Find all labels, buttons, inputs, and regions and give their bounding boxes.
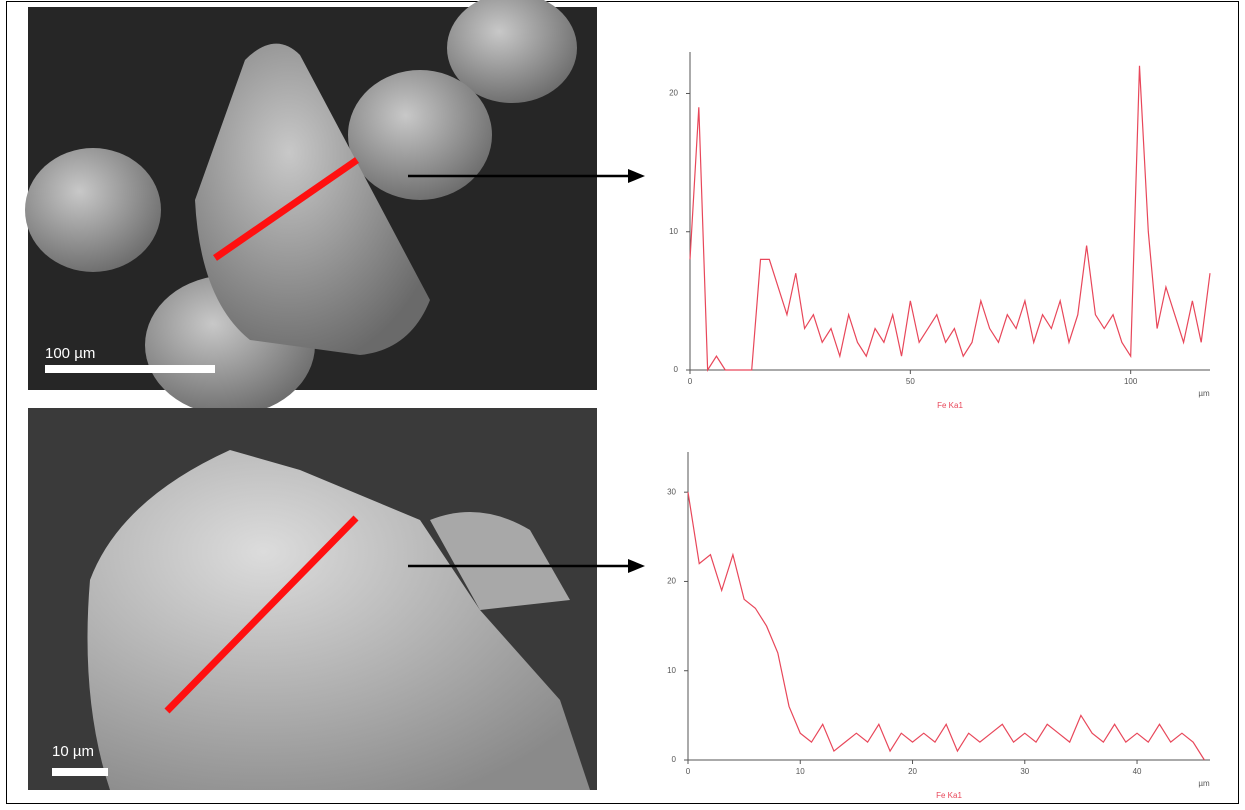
y-tick-label: 20 [667, 577, 676, 586]
sem-image-bottom: 10 µm [28, 408, 597, 790]
x-tick-label: 0 [686, 767, 691, 776]
data-line [687, 492, 1205, 761]
x-axis-label: Fe Ka1 [937, 401, 963, 410]
scale-bar-label: 100 µm [45, 345, 95, 362]
x-tick-label: 100 [1124, 377, 1138, 386]
x-tick-label: 20 [908, 767, 917, 776]
x-axis-label: Fe Ka1 [936, 791, 962, 800]
x-tick-label: 50 [906, 377, 915, 386]
x-unit: µm [1198, 389, 1210, 398]
frame [6, 1, 1239, 804]
sem-image-top: 100 µm [25, 0, 597, 415]
x-tick-label: 30 [1020, 767, 1029, 776]
y-tick-label: 10 [669, 227, 678, 236]
x-tick-label: 0 [688, 377, 693, 386]
data-line [689, 65, 1211, 372]
y-tick-label: 30 [667, 487, 676, 496]
arrows [408, 169, 645, 573]
x-unit: µm [1198, 779, 1210, 788]
scale-bar-label: 10 µm [52, 743, 94, 760]
x-tick-label: 10 [796, 767, 805, 776]
x-tick-label: 40 [1133, 767, 1142, 776]
y-tick-label: 20 [669, 89, 678, 98]
y-tick-label: 10 [667, 666, 676, 675]
y-tick-label: 0 [672, 755, 677, 764]
y-tick-label: 0 [674, 365, 679, 374]
